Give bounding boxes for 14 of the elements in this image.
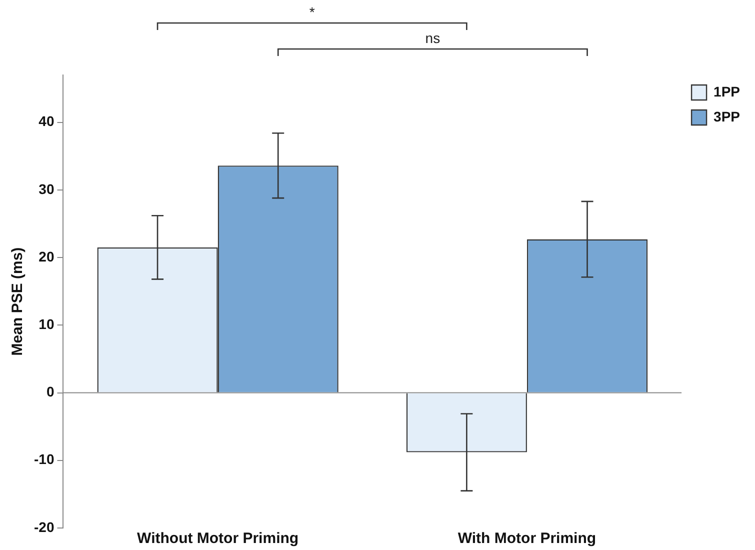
y-tick-label: 10 <box>38 316 54 332</box>
y-tick-label: 40 <box>38 113 54 130</box>
text: * <box>309 4 316 20</box>
y-tick-label: 0 <box>46 384 54 400</box>
x-tick-label: With Motor Priming <box>458 530 596 548</box>
legend-label: 3PP <box>714 108 740 124</box>
y-tick-label: -20 <box>34 518 54 535</box>
text: ns <box>425 30 440 46</box>
x-tick-label: Without Motor Priming <box>137 530 299 548</box>
y-tick-label: -10 <box>34 451 54 468</box>
y-tick-label: 20 <box>38 248 54 264</box>
y-tick-label: 30 <box>38 180 54 197</box>
y-axis-title: Mean PSE (ms) <box>9 247 26 356</box>
legend-label: 1PP <box>714 83 740 100</box>
